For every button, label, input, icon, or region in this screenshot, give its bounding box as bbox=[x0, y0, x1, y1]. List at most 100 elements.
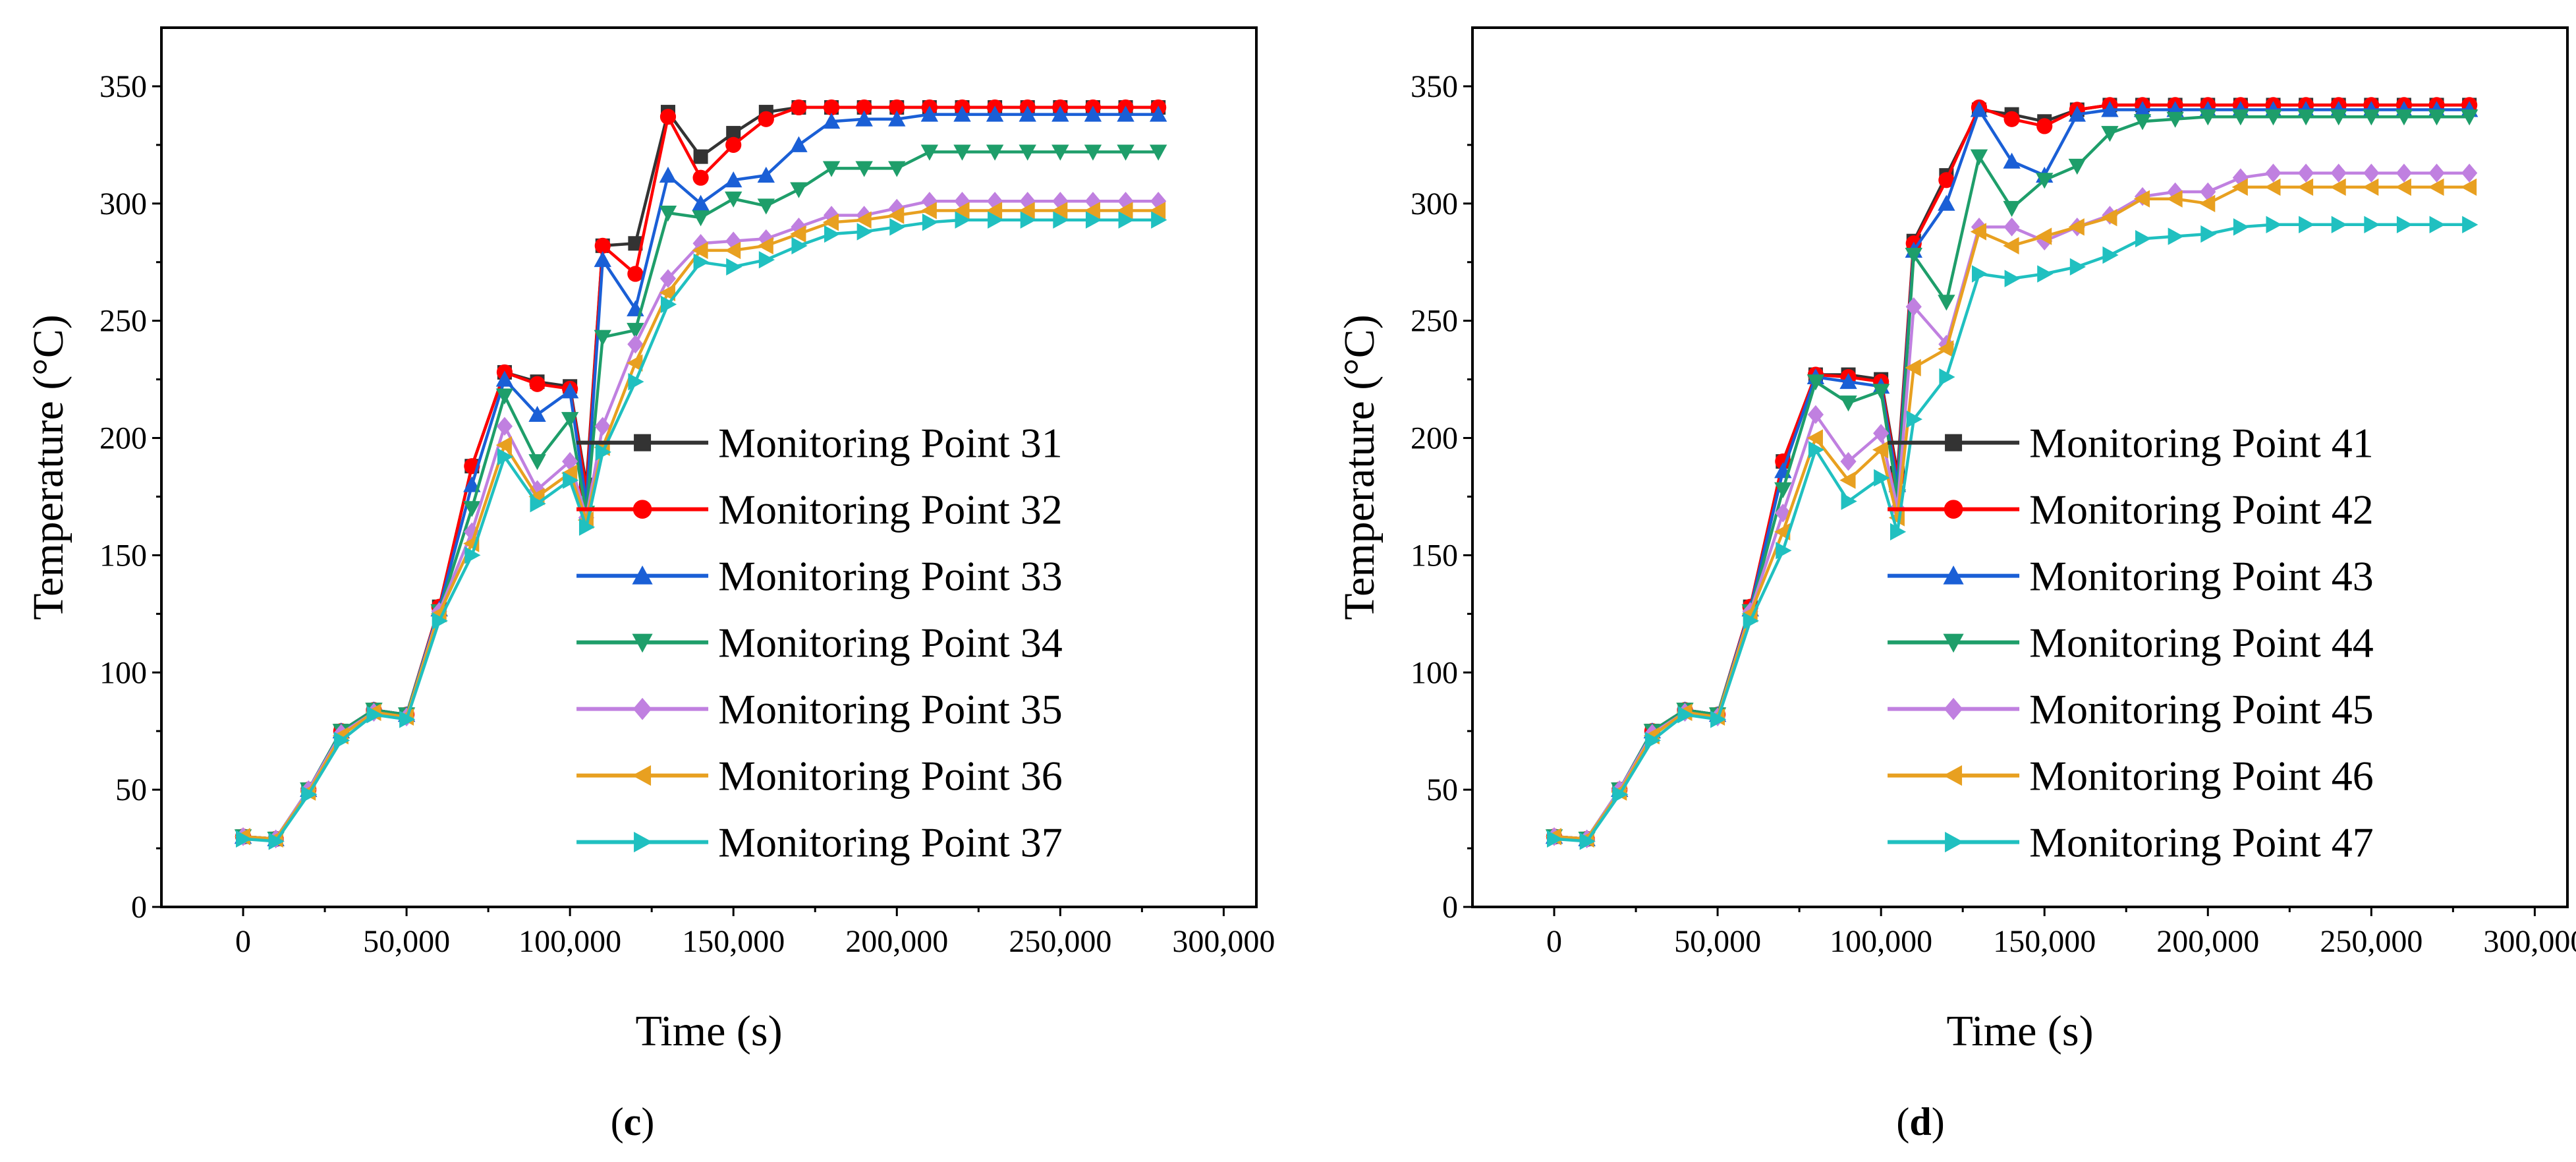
data-point bbox=[2460, 109, 2478, 126]
data-point bbox=[2460, 178, 2477, 196]
data-point bbox=[659, 109, 677, 125]
data-point bbox=[986, 202, 1003, 219]
data-point bbox=[1151, 211, 1167, 229]
legend-label: Monitoring Point 45 bbox=[2029, 686, 2374, 733]
data-point bbox=[2330, 163, 2347, 183]
data-point bbox=[953, 144, 971, 161]
legend-item: Monitoring Point 33 bbox=[576, 553, 1063, 600]
data-point bbox=[563, 471, 579, 489]
data-point bbox=[1905, 359, 1921, 377]
plot-area bbox=[234, 99, 1167, 850]
data-point bbox=[2133, 190, 2150, 208]
data-point bbox=[2199, 194, 2216, 212]
data-point bbox=[1807, 405, 1824, 424]
data-point bbox=[2068, 105, 2086, 122]
data-point bbox=[2068, 158, 2086, 175]
chart-panel-c: 0 50,000 100,000 150,000 200,000 250,000 300,0… bbox=[24, 26, 1275, 1055]
chart-panel-d: 0 50,000 100,000 150,000 200,000 250,000 300,0… bbox=[1335, 26, 2576, 1055]
legend: Monitoring Point 41 Monitoring Point 42 Mo… bbox=[1888, 420, 2374, 866]
data-point bbox=[920, 202, 937, 219]
data-point bbox=[2299, 216, 2315, 234]
y-axis-title: Temperature (°C) bbox=[1335, 314, 1384, 620]
plot-frame bbox=[1471, 26, 2569, 908]
data-point bbox=[987, 191, 1003, 211]
data-point bbox=[627, 266, 644, 282]
data-point bbox=[1970, 149, 1988, 165]
data-point bbox=[1971, 265, 1988, 283]
legend-marker bbox=[1944, 697, 1963, 720]
data-point bbox=[757, 166, 775, 183]
series-monitoring-point-37 bbox=[236, 211, 1167, 850]
data-point bbox=[1906, 410, 1922, 428]
data-point bbox=[692, 210, 710, 227]
data-point bbox=[822, 161, 841, 177]
data-point bbox=[1938, 172, 1955, 189]
legend-marker bbox=[632, 500, 652, 519]
legend-marker bbox=[1943, 765, 1963, 786]
legend-label: Monitoring Point 35 bbox=[718, 686, 1063, 733]
data-point bbox=[822, 214, 839, 231]
data-point bbox=[791, 218, 807, 237]
data-point bbox=[1118, 211, 1134, 229]
data-point bbox=[1117, 144, 1134, 161]
legend-label: Monitoring Point 33 bbox=[718, 553, 1063, 600]
legend-marker bbox=[632, 765, 652, 786]
legend-marker bbox=[634, 832, 653, 853]
y-tick-label: 200 bbox=[99, 421, 147, 456]
legend-marker bbox=[632, 566, 653, 585]
data-point bbox=[2036, 173, 2054, 189]
x-tick-label: 100,000 bbox=[518, 924, 621, 959]
data-point bbox=[986, 105, 1004, 122]
data-point bbox=[2363, 178, 2379, 196]
data-point bbox=[2168, 227, 2184, 245]
data-point bbox=[922, 214, 939, 231]
legend-item: Monitoring Point 43 bbox=[1888, 553, 2374, 600]
data-point bbox=[333, 732, 350, 749]
data-point bbox=[2396, 216, 2413, 234]
data-point bbox=[2101, 208, 2117, 227]
caption-letter: d bbox=[1909, 1100, 1931, 1144]
y-tick-label: 300 bbox=[1411, 187, 1458, 221]
data-point bbox=[2133, 101, 2152, 117]
y-tick-label: 0 bbox=[1442, 890, 1458, 925]
x-tick-label: 250,000 bbox=[1009, 924, 1111, 959]
data-point bbox=[1117, 105, 1134, 122]
y-tick-label: 300 bbox=[99, 187, 147, 221]
data-point bbox=[1020, 211, 1036, 229]
caption-open: ( bbox=[611, 1100, 624, 1144]
data-point bbox=[953, 105, 971, 122]
data-point bbox=[921, 191, 938, 211]
data-point bbox=[1052, 191, 1069, 211]
plot-area bbox=[1545, 97, 2478, 850]
data-point bbox=[1970, 101, 1988, 117]
data-point bbox=[366, 706, 383, 724]
x-tick-label: 100,000 bbox=[1830, 924, 1932, 959]
panel-captions: (c) (d) bbox=[611, 1100, 1945, 1144]
data-point bbox=[1806, 429, 1823, 447]
legend-item: Monitoring Point 45 bbox=[1888, 686, 2374, 733]
data-point bbox=[2101, 126, 2119, 142]
data-point bbox=[1890, 523, 1907, 541]
data-point bbox=[495, 388, 514, 405]
data-point bbox=[757, 237, 773, 255]
y-tick-label: 350 bbox=[1411, 69, 1458, 104]
data-point bbox=[855, 110, 873, 127]
data-point bbox=[627, 334, 644, 354]
data-point bbox=[1939, 368, 1955, 386]
data-point bbox=[1547, 830, 1563, 848]
x-axis-title: Time (s) bbox=[1946, 1007, 2093, 1055]
data-point bbox=[497, 448, 514, 466]
data-point bbox=[693, 253, 710, 271]
data-point bbox=[2395, 178, 2411, 196]
y-tick-label: 150 bbox=[99, 538, 147, 573]
legend-item: Monitoring Point 42 bbox=[1888, 486, 2374, 533]
data-point bbox=[1839, 395, 1857, 412]
data-point bbox=[888, 161, 906, 177]
data-point bbox=[2003, 200, 2021, 218]
data-point bbox=[2429, 216, 2446, 234]
data-point bbox=[692, 241, 708, 260]
plot-frame bbox=[160, 26, 1258, 908]
data-point bbox=[2330, 109, 2347, 126]
data-point bbox=[578, 518, 596, 536]
data-point bbox=[791, 237, 808, 255]
